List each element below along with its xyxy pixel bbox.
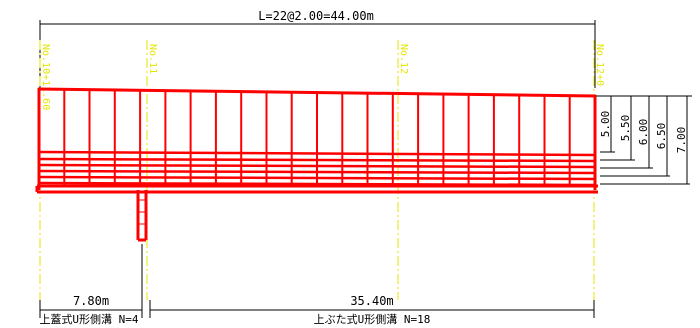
height-label-4: 6.50	[655, 123, 668, 150]
right-ditch-label: 上ぶた式U形側溝 N=18	[314, 313, 431, 326]
height-label-3: 6.00	[637, 119, 650, 146]
branch-ditch	[136, 190, 148, 242]
height-dimensions	[596, 95, 692, 185]
bottom-dimensions	[39, 244, 595, 318]
height-label-1: 5.00	[599, 111, 612, 138]
station-label-2: No.11	[147, 44, 158, 74]
top-dimension-label: L=22@2.00=44.00m	[258, 9, 374, 23]
segment-dividers	[63, 89, 571, 186]
height-label-5: 7.00	[675, 127, 688, 154]
left-ditch-label: 上蓋式U形側溝 N=4	[39, 313, 138, 326]
bottom-left-dimension-label: 7.80m	[73, 294, 109, 308]
station-label-1: No.10+11.60	[40, 44, 51, 110]
height-label-2: 5.50	[619, 115, 632, 142]
station-label-4: No.12+0	[594, 44, 605, 86]
top-dimension	[39, 20, 596, 88]
ditch-plan-structure	[35, 87, 598, 242]
bottom-right-dimension-label: 35.40m	[350, 294, 393, 308]
bottom-double-line	[35, 184, 598, 194]
station-label-3: No.12	[398, 44, 409, 74]
